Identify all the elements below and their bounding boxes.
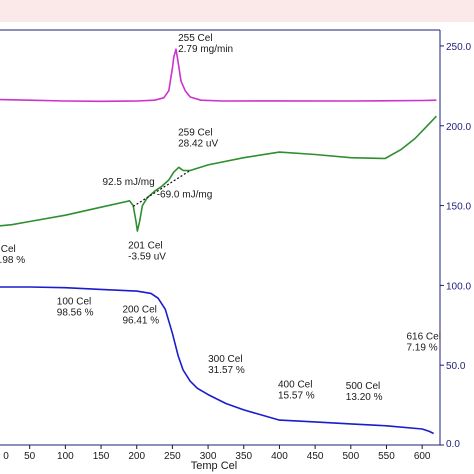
annotation-enthalpy-69: -69.0 mJ/mg bbox=[157, 190, 213, 201]
annotation-line: 28.42 uV bbox=[178, 138, 218, 149]
y-tick-label: 100.0 bbox=[446, 281, 471, 292]
annotation-line: 616 Cel bbox=[406, 332, 440, 343]
annotation-line: 15.57 % bbox=[278, 391, 315, 402]
header-band bbox=[0, 0, 474, 22]
annotation-line: -69.0 mJ/mg bbox=[157, 190, 213, 201]
annotation-line: 100 Cel bbox=[57, 297, 91, 308]
y-tick-label: 50.0 bbox=[446, 361, 466, 372]
x-axis-label: Temp Cel bbox=[191, 460, 237, 472]
annotation-tg-100: 100 Cel 98.56 % bbox=[57, 297, 94, 319]
x-tick-label: 450 bbox=[307, 451, 324, 462]
annotation-line: -3.59 uV bbox=[128, 252, 166, 263]
annotation-enthalpy-92: 92.5 mJ/mg bbox=[102, 177, 154, 188]
annotation-peak-255: 255 Cel 2.79 mg/min bbox=[178, 33, 233, 55]
series-extrapolation-line bbox=[132, 169, 191, 207]
annotation-line: 92.5 mJ/mg bbox=[102, 177, 154, 188]
series-tg-line bbox=[0, 286, 434, 435]
annotation-line: 300 Cel bbox=[208, 354, 242, 365]
x-tick-label: 350 bbox=[235, 451, 252, 462]
annotation-trough-201: 201 Cel -3.59 uV bbox=[128, 241, 166, 263]
x-tick-label: 400 bbox=[271, 451, 288, 462]
annotation-line: 9.98 % bbox=[0, 255, 25, 266]
annotation-tg-400: 400 Cel 15.57 % bbox=[278, 380, 315, 402]
annotation-peak-259: 259 Cel 28.42 uV bbox=[178, 127, 218, 149]
annotation-line: 255 Cel bbox=[178, 33, 212, 44]
y-tick-label: 0.0 bbox=[446, 439, 460, 450]
annotation-tg-300: 300 Cel 31.57 % bbox=[208, 354, 245, 376]
x-tick-label: 50 bbox=[24, 451, 36, 462]
annotation-tg-500: 500 Cel 13.20 % bbox=[346, 381, 383, 403]
annotation-line: 7.19 % bbox=[406, 343, 437, 354]
annotation-line: 259 Cel bbox=[178, 127, 212, 138]
y-tick-label: 250.0 bbox=[446, 42, 471, 53]
y-tick-label: 200.0 bbox=[446, 122, 471, 133]
y-tick-label: 150.0 bbox=[446, 202, 471, 213]
x-tick-label: 300 bbox=[200, 451, 217, 462]
x-tick-label: 600 bbox=[414, 451, 431, 462]
x-tick-label: 200 bbox=[128, 451, 145, 462]
annotation-line: 500 Cel bbox=[346, 381, 380, 392]
series-dta-line bbox=[0, 115, 437, 232]
annotation-line: 98.56 % bbox=[57, 308, 94, 319]
x-tick-label: 250 bbox=[164, 451, 181, 462]
series-dtg-line bbox=[0, 48, 437, 103]
annotation-line: 201 Cel bbox=[128, 241, 162, 252]
x-tick-label: 150 bbox=[93, 451, 110, 462]
annotation-tg-200: 200 Cel 96.41 % bbox=[122, 305, 159, 327]
annotation-line: ° Cel bbox=[0, 244, 16, 255]
annotation-tg-616: 616 Cel 7.19 % bbox=[406, 332, 440, 354]
annotation-line: 400 Cel bbox=[278, 380, 312, 391]
x-tick-label: 0 bbox=[3, 451, 9, 462]
x-tick-label: 500 bbox=[342, 451, 359, 462]
annotation-line: 2.79 mg/min bbox=[178, 44, 233, 55]
annotation-line: 13.20 % bbox=[346, 392, 383, 403]
annotation-line: 31.57 % bbox=[208, 365, 245, 376]
annotation-line: 96.41 % bbox=[122, 316, 159, 327]
x-tick-label: 100 bbox=[57, 451, 74, 462]
annotation-line: 200 Cel bbox=[122, 305, 156, 316]
x-tick-label: 550 bbox=[378, 451, 395, 462]
